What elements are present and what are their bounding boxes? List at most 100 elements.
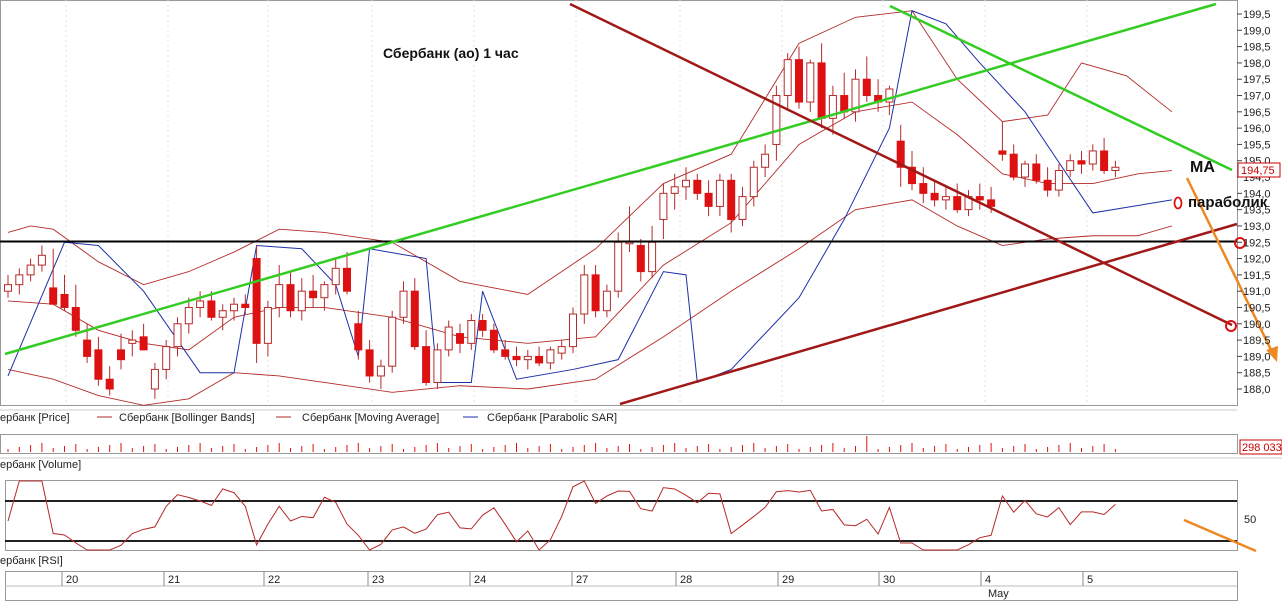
candle-bullish [1111,166,1120,172]
ma-annotation: MA [1190,159,1215,176]
price-panel [0,0,1238,406]
candle-bearish [535,355,544,364]
candle-bullish [738,196,747,220]
candle-bearish [83,339,92,357]
price-tick-label: 189,0 [1243,351,1271,363]
candle-bullish [580,274,589,315]
price-tick-label: 194,0 [1243,188,1271,200]
price-tick-label: 199,5 [1243,9,1271,21]
candle-bullish [297,290,306,312]
candle-bearish [512,355,521,361]
candle-bearish [478,320,487,331]
candle-bearish [49,287,58,305]
candle-bearish [343,267,351,292]
parabolic-marker [1173,196,1183,210]
volume-panel [0,434,1238,454]
candle-bullish [320,284,329,299]
price-tick-label: 193,0 [1243,221,1271,233]
candle-bullish [218,310,227,318]
candle-bearish [862,78,871,97]
candle-bullish [162,346,171,370]
candle-bearish [117,349,125,361]
candle-bullish [4,284,12,292]
candle-bullish [26,264,35,276]
parabolic-annotation: параболик [1188,194,1268,211]
green-trendline-up [4,2,1217,356]
candle-bullish [376,365,385,377]
current-price-box [1237,162,1281,178]
candle-bullish [569,313,577,348]
candle-bearish [896,140,905,168]
candle-bearish [241,303,250,308]
date-label: 4 [985,574,991,586]
bollinger-upper [7,10,1173,295]
candle-bearish [693,179,702,194]
bollinger-lower [7,199,1173,406]
candle-bullish [715,179,724,207]
candle-bearish [1100,150,1109,172]
legend-bollinger: Сбербанк [Bollinger Bands] [119,412,255,424]
date-label: 5 [1087,574,1093,586]
date-label: 23 [372,574,384,586]
volume-bars [7,436,1116,452]
candle-bullish [749,166,758,198]
price-tick-label: 196,0 [1243,123,1271,135]
candle-bullish [682,179,690,188]
candle-bullish [128,339,137,344]
candle-bearish [1077,160,1086,165]
candle-bullish [399,290,408,318]
candle-bearish [998,150,1007,155]
candle-bullish [263,306,272,344]
candle-bearish [591,274,600,312]
candle-bullish [275,284,284,308]
candle-bullish [557,346,566,354]
date-label: 30 [883,574,895,586]
candle-bullish [648,241,657,273]
candle-bearish [975,196,984,201]
candle-bearish [953,196,962,211]
bollinger-bands [7,10,1173,406]
price-tick-label: 193,5 [1243,205,1271,217]
candle-bullish [196,300,205,308]
rsi-level-label: 50 [1244,514,1256,526]
date-label: 20 [66,574,78,586]
forecast-arrowhead [1266,346,1278,362]
rsi-label: ербанк [RSI] [0,555,63,567]
legend-ma: Сбербанк [Moving Average] [302,412,439,424]
candle-bearish [105,378,114,390]
date-label: 24 [474,574,486,586]
candle-bearish [489,329,498,351]
candle-bullish [388,316,397,367]
candle-bearish [60,293,69,308]
candle-bearish [795,59,803,103]
candle-bullish [173,323,182,348]
target-marker-upper [1234,237,1246,249]
candle-bearish [139,336,148,351]
candle-bearish [636,245,645,273]
legend-price: ербанк [Price] [0,412,70,424]
price-tick-label: 188,5 [1243,368,1271,380]
candle-bullish [230,303,238,312]
candle-bullish [523,355,532,361]
candle-bearish [422,346,431,383]
candle-bearish [456,333,464,344]
candle-bullish [1021,163,1029,178]
candle-bearish [309,290,318,299]
price-tick-label: 198,0 [1243,58,1271,70]
candle-bullish [1066,160,1075,172]
candle-bullish [659,192,668,220]
candle-bullish [37,254,46,266]
date-label: 22 [268,574,280,586]
candle-bearish [704,192,713,207]
candle-bearish [1032,163,1041,181]
candle-bearish [817,62,826,119]
candle-bearish [840,95,849,113]
candle-bullish [941,196,950,201]
candle-bearish [286,284,295,312]
price-tick-label: 190,5 [1243,302,1271,314]
target-marker-lower [1225,320,1237,332]
date-label: 28 [680,574,692,586]
candle-bullish [885,88,894,103]
candle-bullish [433,349,442,383]
